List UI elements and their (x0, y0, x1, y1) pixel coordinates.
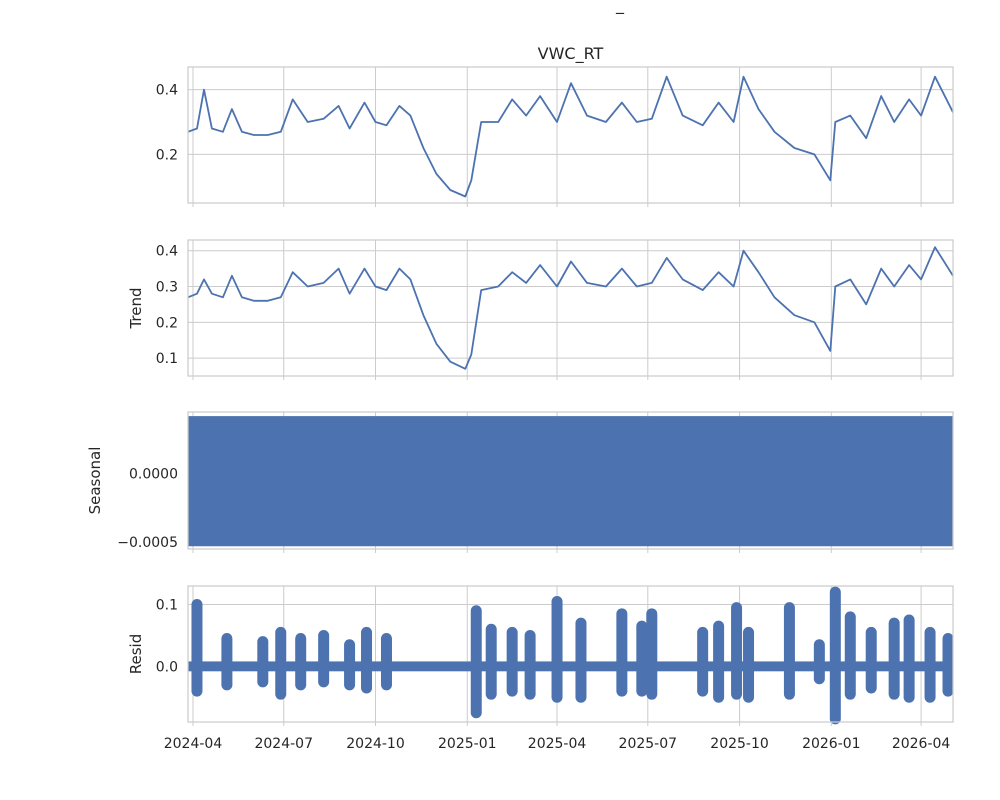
xtick-label-7: 2026-01 (802, 736, 861, 752)
panel-trend: 0.1 0.2 0.3 0.4 Trend (127, 239, 954, 380)
figure-suptitle: _ (615, 0, 625, 15)
xtick-label-4: 2025-04 (528, 736, 587, 752)
xtick-label-8: 2026-04 (892, 736, 951, 752)
panel-trend-ytick-label-3: 0.4 (156, 244, 178, 260)
xtick-label-6: 2025-10 (710, 736, 769, 752)
panel-resid-baseline-points (188, 661, 953, 672)
panel-trend-ytick-label-1: 0.2 (156, 315, 178, 331)
panel-resid-ylabel: Resid (127, 634, 145, 674)
panels: 0.2 0.4 VWC_RT 0.1 0.2 0.3 0.4 Trend 0.0000 −0.00… (86, 44, 954, 752)
panel-trend-ytick-label-2: 0.3 (156, 280, 178, 296)
panel-seasonal-oscillation-band (188, 416, 953, 547)
panel-observed: 0.2 0.4 VWC_RT (156, 44, 954, 207)
xtick-label-3: 2025-01 (438, 736, 497, 752)
panel-resid-ytick-label-1: 0.1 (156, 598, 178, 614)
xtick-label-5: 2025-07 (619, 736, 678, 752)
panel-trend-ytick-label-0: 0.1 (156, 351, 178, 367)
panel-trend-series-line (187, 246, 954, 370)
panel-observed-ytick-label-1: 0.4 (156, 83, 178, 99)
xtick-label-0: 2024-04 (164, 736, 223, 752)
panel-resid-frame (187, 585, 954, 723)
panel-seasonal: 0.0000 −0.0005 Seasonal (86, 411, 954, 553)
panel-trend-frame (187, 239, 954, 377)
panel-observed-title: VWC_RT (538, 44, 604, 64)
panel-observed-ytick-label-0: 0.2 (156, 147, 178, 163)
xtick-label-2: 2024-10 (346, 736, 405, 752)
panel-resid: 0.0 0.1 Resid 2024-04 2024-07 2024-10 2025-01 2… (127, 585, 954, 752)
panel-trend-ylabel: Trend (127, 287, 145, 329)
panel-seasonal-frame (187, 411, 954, 550)
panel-resid-ytick-label-0: 0.0 (156, 659, 178, 675)
panel-observed-frame (187, 66, 954, 204)
panel-seasonal-ytick-label-0: 0.0000 (129, 467, 178, 483)
xtick-label-1: 2024-07 (254, 736, 313, 752)
panel-seasonal-ylabel: Seasonal (86, 447, 104, 515)
panel-observed-series-line (187, 75, 954, 198)
panel-seasonal-ytick-label-1: −0.0005 (117, 535, 178, 551)
